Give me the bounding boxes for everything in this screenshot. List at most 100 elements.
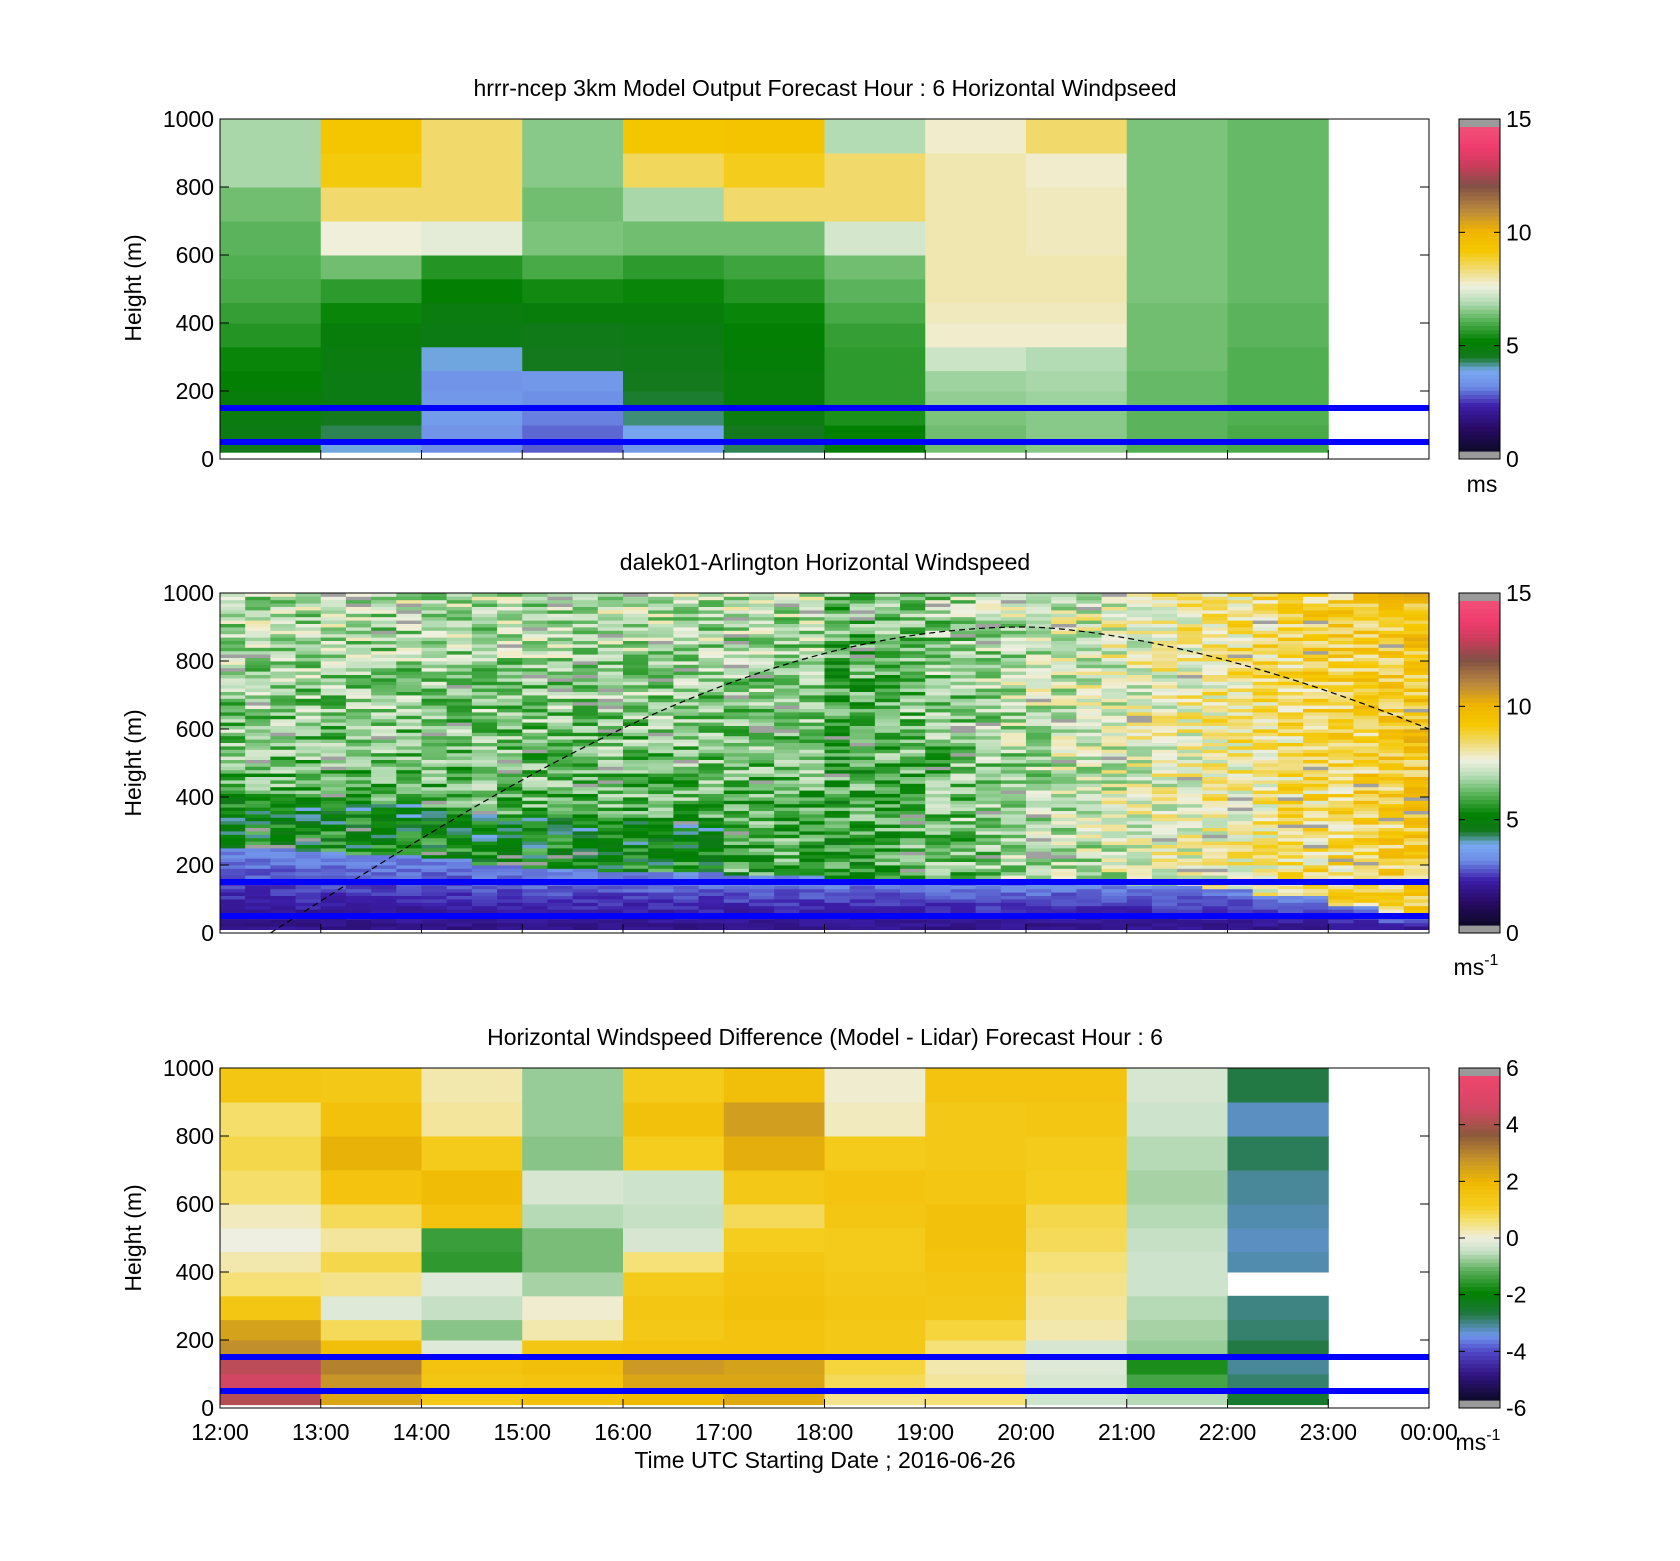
heatmap-cell [497, 640, 523, 645]
heatmap-cell [774, 865, 800, 869]
heatmap-cell [1353, 851, 1380, 856]
heatmap-cell [295, 688, 322, 692]
heatmap-cell [1026, 613, 1052, 618]
heatmap-cell [1202, 749, 1228, 754]
heatmap-cell [1126, 820, 1153, 825]
heatmap-cell [950, 756, 977, 760]
heatmap-cell [1026, 712, 1052, 716]
heatmap-cell [623, 698, 649, 703]
heatmap-cell [446, 868, 473, 873]
heatmap-cell [849, 922, 876, 927]
heatmap-cell [824, 919, 851, 924]
heatmap-cell [1328, 620, 1354, 624]
heatmap-cell [849, 749, 876, 754]
heatmap-cell [547, 759, 574, 764]
heatmap-cell [975, 858, 1002, 862]
heatmap-cell [345, 786, 372, 791]
heatmap-cell [774, 732, 800, 737]
heatmap-cell [1277, 705, 1304, 709]
heatmap-cell [320, 735, 347, 740]
heatmap-cell [1126, 705, 1153, 709]
heatmap-cell [371, 865, 397, 869]
heatmap-cell [1101, 742, 1128, 747]
heatmap-cell [245, 746, 271, 750]
heatmap-cell [1026, 681, 1052, 686]
colorbar-swatch [1459, 199, 1500, 205]
heatmap-cell [900, 865, 926, 869]
colorbar-swatch [1459, 268, 1500, 274]
colorbar-swatch [1459, 208, 1500, 213]
heatmap-cell [975, 909, 1002, 913]
heatmap-cell [1202, 858, 1228, 862]
heatmap-cell [1227, 640, 1254, 645]
heatmap-cell [698, 620, 725, 624]
heatmap-cell [1076, 712, 1102, 716]
heatmap-cell [698, 681, 725, 686]
heatmap-cell [874, 919, 901, 924]
heatmap-cell [1378, 593, 1405, 597]
heatmap-cell [874, 654, 901, 658]
heatmap-cell [925, 793, 951, 798]
heatmap-cell [446, 888, 473, 893]
heatmap-cell [471, 800, 498, 805]
heatmap-cell [421, 827, 448, 832]
heatmap-cell [295, 769, 322, 774]
heatmap-cell [547, 674, 574, 679]
heatmap-cell [1202, 671, 1228, 675]
heatmap-cell [925, 834, 951, 839]
heatmap-cell [371, 671, 397, 675]
heatmap-cell [1227, 278, 1329, 304]
heatmap-cell [1403, 875, 1430, 879]
heatmap-cell [1378, 763, 1405, 767]
heatmap-cell [1303, 606, 1329, 611]
heatmap-cell [547, 844, 574, 849]
heatmap-cell [522, 783, 548, 788]
heatmap-cell [1202, 895, 1228, 900]
heatmap-cell [1277, 715, 1304, 720]
heatmap-cell [270, 722, 296, 726]
heatmap-cell [320, 255, 422, 280]
heatmap-cell [698, 790, 725, 794]
heatmap-cell [1378, 596, 1405, 601]
heatmap-cell [1000, 844, 1027, 849]
colorbar-swatch [1459, 386, 1500, 391]
heatmap-cell [900, 627, 926, 631]
heatmap-cell [1177, 817, 1203, 822]
heatmap-cell [1026, 790, 1052, 794]
heatmap-cell [522, 749, 548, 754]
heatmap-cell [345, 861, 372, 866]
heatmap-cell [799, 926, 825, 930]
heatmap-cell [1303, 922, 1329, 927]
heatmap-cell [1177, 616, 1203, 621]
heatmap-cell [824, 763, 851, 767]
heatmap-cell [547, 895, 574, 900]
heatmap-cell [748, 834, 775, 839]
heatmap-cell [497, 773, 523, 777]
heatmap-cell [698, 613, 725, 618]
heatmap-cell [1353, 871, 1380, 876]
heatmap-cell [950, 684, 977, 689]
heatmap-cell [1000, 861, 1027, 866]
heatmap-cell [1328, 807, 1354, 811]
heatmap-cell [446, 902, 473, 907]
heatmap-cell [1277, 708, 1304, 713]
heatmap-cell [1126, 654, 1153, 658]
heatmap-cell [1353, 786, 1380, 791]
heatmap-cell [1076, 861, 1102, 866]
heatmap-cell [1202, 817, 1228, 822]
heatmap-cell [900, 759, 926, 764]
heatmap-cell [1051, 854, 1077, 859]
heatmap-cell [497, 596, 523, 601]
heatmap-cell [849, 640, 876, 645]
heatmap-cell [245, 610, 271, 614]
heatmap-cell [874, 599, 901, 604]
heatmap-cell [270, 810, 296, 815]
heatmap-cell [1051, 803, 1077, 808]
heatmap-cell [824, 871, 851, 876]
heatmap-cell [1328, 892, 1354, 896]
heatmap-cell [220, 803, 246, 808]
heatmap-cell [572, 729, 599, 733]
heatmap-cell [673, 698, 699, 703]
heatmap-cell [824, 681, 851, 686]
heatmap-cell [1202, 865, 1228, 869]
